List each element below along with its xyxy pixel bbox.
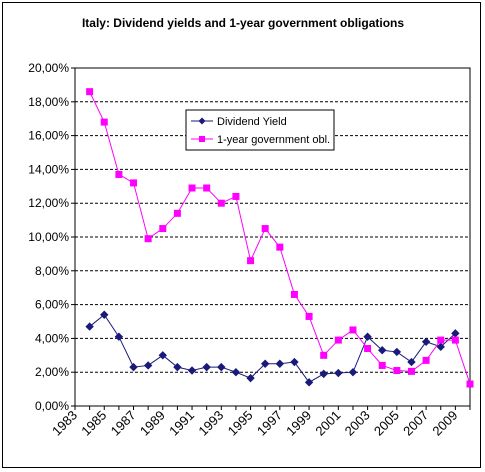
data-point	[407, 367, 415, 375]
x-tick-label: 1993	[195, 408, 226, 439]
data-point	[304, 378, 314, 387]
series-group	[85, 88, 474, 388]
data-point	[305, 312, 313, 320]
legend-label: 1-year government obl.	[217, 134, 330, 146]
data-point	[232, 192, 240, 200]
y-tick-label: 12,00%	[28, 196, 69, 210]
y-tick-label: 4,00%	[35, 331, 69, 345]
plot-area	[74, 67, 471, 407]
data-point	[378, 346, 387, 355]
y-tick-label: 6,00%	[35, 298, 69, 312]
data-point	[202, 362, 211, 372]
data-point	[421, 337, 431, 346]
data-point	[320, 351, 328, 359]
x-tick-label: 2009	[429, 408, 460, 439]
data-point	[115, 170, 123, 178]
data-point	[290, 357, 299, 367]
legend-marker	[198, 117, 206, 125]
legend: Dividend Yield 1-year government obl.	[185, 109, 335, 151]
x-tick-label: 2007	[400, 408, 431, 439]
data-point	[319, 369, 328, 379]
data-point	[393, 367, 401, 375]
data-point	[144, 235, 152, 243]
series-2	[86, 88, 474, 388]
data-point	[173, 362, 182, 372]
x-tick-label: 1997	[254, 408, 285, 439]
data-point	[348, 367, 358, 377]
data-point	[187, 366, 197, 375]
legend-box	[185, 109, 335, 151]
data-point	[290, 290, 298, 298]
legend-label: Dividend Yield	[217, 116, 287, 128]
data-point	[85, 322, 94, 331]
data-point	[378, 361, 386, 369]
legend-item: 1-year government obl.	[191, 134, 330, 146]
y-tick-label: 8,00%	[35, 264, 69, 278]
data-point	[217, 362, 226, 372]
data-point	[159, 225, 167, 233]
legend-item: Dividend Yield	[191, 116, 287, 128]
data-point	[466, 380, 474, 388]
y-tick-label: 2,00%	[35, 365, 69, 379]
data-point	[349, 326, 357, 334]
line-chart: Italy: Dividend yields and 1-year govern…	[28, 16, 474, 439]
x-tick-label: 1985	[78, 408, 109, 439]
data-point	[100, 310, 109, 319]
data-point	[129, 362, 138, 372]
series-1	[85, 310, 460, 387]
data-point	[188, 184, 196, 192]
data-point	[422, 356, 430, 364]
y-axis-ticks: 0,00% 2,00% 4,00% 6,00% 8,00% 10,00% 12,00% 14,…	[28, 61, 75, 413]
data-point	[203, 184, 211, 192]
data-point	[437, 336, 445, 344]
data-point	[276, 243, 284, 251]
legend-marker	[199, 136, 205, 142]
data-point	[143, 361, 153, 370]
data-point	[247, 257, 255, 265]
x-tick-label: 1987	[108, 408, 139, 439]
data-point	[363, 332, 372, 341]
data-point	[334, 336, 342, 344]
data-point	[86, 88, 94, 96]
x-tick-label: 1995	[225, 408, 256, 439]
y-tick-label: 0,00%	[35, 399, 69, 413]
chart-title: Italy: Dividend yields and 1-year govern…	[82, 16, 404, 30]
data-point	[217, 199, 225, 207]
y-tick-label: 20,00%	[28, 61, 69, 75]
y-tick-label: 18,00%	[28, 95, 69, 109]
y-tick-label: 10,00%	[28, 230, 69, 244]
data-point	[364, 345, 372, 353]
chart-frame: Italy: Dividend yields and 1-year govern…	[2, 2, 481, 468]
data-point	[114, 332, 124, 341]
data-point	[451, 336, 459, 344]
data-point	[275, 359, 285, 368]
data-point	[130, 179, 138, 187]
data-point	[407, 357, 416, 367]
x-tick-label: 1999	[283, 408, 314, 439]
x-tick-label: 1989	[137, 408, 168, 439]
y-tick-label: 14,00%	[28, 162, 69, 176]
data-point	[231, 367, 241, 377]
data-point	[260, 359, 270, 368]
x-tick-label: 2005	[371, 408, 402, 439]
x-axis-ticks: 1983198519871989199119931995199719992001…	[49, 406, 471, 439]
data-point	[100, 118, 108, 126]
x-tick-label: 1991	[166, 408, 197, 439]
y-tick-label: 16,00%	[28, 129, 69, 143]
data-point	[173, 209, 181, 217]
data-point	[261, 225, 269, 233]
data-point	[436, 342, 445, 352]
data-point	[334, 368, 343, 378]
data-point	[246, 373, 255, 383]
x-tick-label: 2003	[342, 408, 373, 439]
data-point	[158, 351, 167, 360]
x-tick-label: 2001	[312, 408, 343, 439]
data-point	[392, 347, 402, 357]
